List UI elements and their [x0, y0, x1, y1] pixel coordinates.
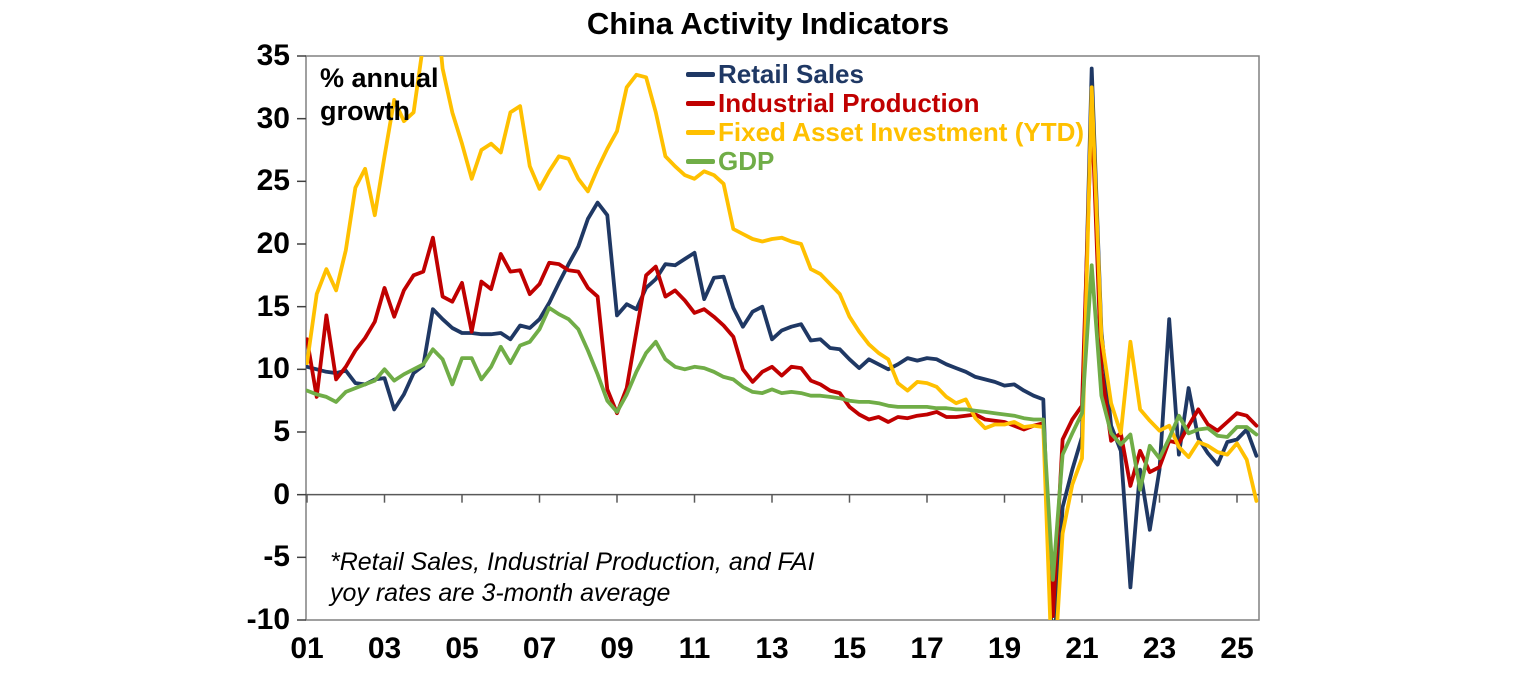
x-tick-label: 21 — [1065, 632, 1099, 665]
x-tick-label: 01 — [290, 632, 324, 665]
y-tick-label: -10 — [246, 603, 290, 636]
chart-title: China Activity Indicators — [586, 6, 950, 41]
series-line-industrial-production — [306, 104, 1259, 619]
y-tick-label: 30 — [256, 101, 290, 135]
series-line-gdp — [306, 263, 1259, 582]
y-tick-label: 10 — [256, 352, 290, 386]
y-tick-label: 0 — [273, 477, 290, 511]
x-tick-label: 11 — [678, 632, 711, 665]
footnote-line-1: *Retail Sales, Industrial Production, an… — [330, 548, 815, 576]
x-tick-label: 15 — [832, 632, 867, 665]
y-tick-label: 25 — [256, 164, 290, 198]
x-tick-label: 19 — [987, 632, 1022, 665]
x-tick-label: 03 — [367, 632, 402, 665]
x-tick-label: 13 — [755, 632, 789, 665]
legend-item-gdp: GDP — [686, 147, 1084, 176]
legend-item-fixed-asset-investment: Fixed Asset Investment (YTD) — [686, 118, 1084, 147]
legend-line-marker-icon — [686, 130, 715, 135]
y-tick-label: 35 — [256, 39, 290, 72]
footnote-line-2: yoy rates are 3-month average — [330, 579, 671, 607]
legend-line-marker-icon — [686, 72, 715, 77]
x-tick-label: 09 — [600, 632, 634, 665]
legend-item-retail-sales: Retail Sales — [686, 60, 1084, 89]
y-tick-label: 5 — [273, 415, 290, 448]
legend-label-industrial-production: Industrial Production — [718, 88, 980, 118]
x-tick-label: 07 — [522, 632, 557, 665]
legend-label-gdp: GDP — [718, 146, 775, 176]
x-tick-label: 05 — [445, 632, 479, 665]
legend-line-marker-icon — [686, 159, 715, 164]
legend-label-retail-sales: Retail Sales — [718, 59, 864, 89]
y-axis-unit-label: % annual growth — [320, 63, 439, 126]
footnote: *Retail Sales, Industrial Production, an… — [330, 547, 815, 609]
legend-label-fixed-asset-investment: Fixed Asset Investment (YTD) — [718, 117, 1085, 147]
series-line-fixed-asset-investment-ytd — [306, 56, 1259, 620]
legend-item-industrial-production: Industrial Production — [686, 89, 1084, 118]
y-tick-label: 15 — [256, 289, 290, 323]
x-tick-label: 25 — [1220, 632, 1254, 665]
y-tick-label: 20 — [256, 227, 290, 260]
legend: Retail Sales Industrial Production Fixed… — [686, 60, 1084, 176]
x-tick-label: 23 — [1142, 632, 1177, 665]
y-tick-label: -5 — [263, 540, 290, 574]
legend-line-marker-icon — [686, 101, 715, 106]
x-tick-label: 17 — [910, 632, 944, 665]
